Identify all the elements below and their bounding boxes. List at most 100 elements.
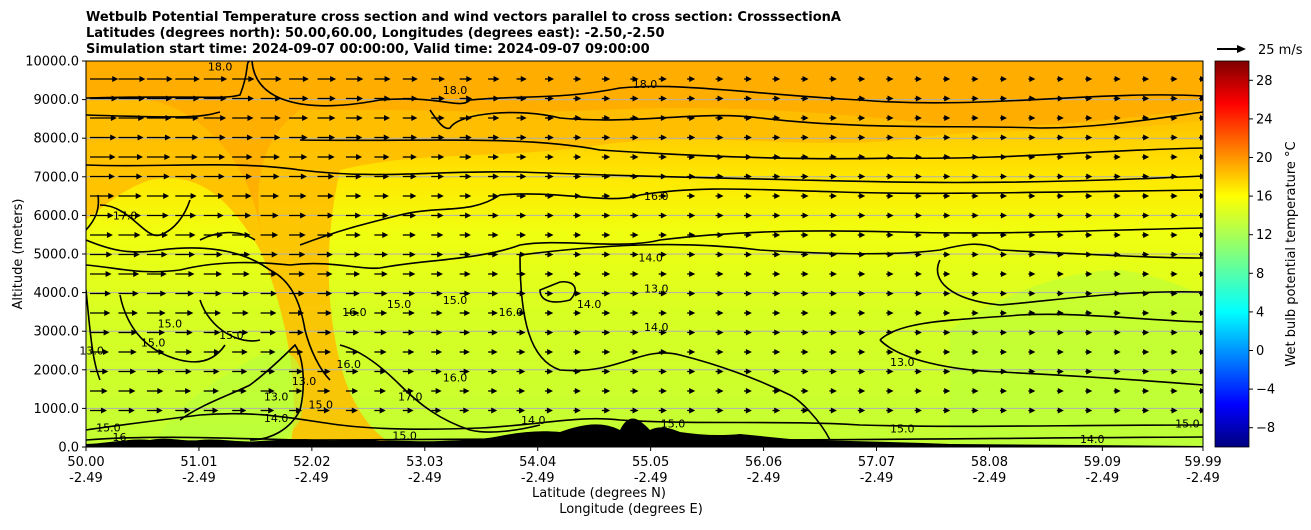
- wind-vector: [203, 134, 226, 141]
- wind-vector: [800, 310, 809, 316]
- wind-vector: [829, 271, 837, 277]
- wind-vector: [345, 251, 361, 258]
- wind-vector: [289, 368, 303, 375]
- wind-vector: [886, 115, 894, 121]
- contour-label: 13.0: [292, 375, 317, 388]
- wind-vector: [90, 95, 118, 102]
- wind-vector: [488, 134, 500, 141]
- wind-vector: [544, 154, 554, 160]
- contour-label: 15.0: [96, 422, 121, 435]
- x-tick-label-lat: 56.06: [745, 455, 782, 470]
- wind-vector: [943, 95, 951, 102]
- wind-vector: [1085, 329, 1093, 336]
- contour-label: 14.0: [521, 414, 546, 427]
- wind-vector: [658, 290, 667, 297]
- wind-vector: [914, 290, 922, 297]
- wind-vector: [1028, 388, 1036, 394]
- contour-16-center: [339, 344, 541, 433]
- wind-vector: [1199, 329, 1203, 336]
- wind-vector: [772, 368, 781, 375]
- wind-vector: [1170, 76, 1178, 82]
- wind-vector: [203, 212, 224, 219]
- wind-vector: [715, 95, 724, 102]
- wind-vector: [203, 193, 225, 199]
- wind-vector: [516, 407, 526, 414]
- wind-vector: [1056, 154, 1064, 160]
- wind-vector: [829, 173, 837, 180]
- wind-vector: [1170, 154, 1178, 160]
- wind-vector: [1170, 271, 1178, 277]
- wind-vector: [516, 271, 526, 277]
- wind-vector: [1142, 95, 1150, 102]
- wind-vector: [658, 251, 667, 258]
- wind-vector: [715, 76, 724, 82]
- quiver-key: 25 m/s: [1217, 43, 1303, 58]
- wind-vector: [175, 232, 196, 238]
- wind-vector: [1142, 212, 1150, 219]
- contour-label: 13.0: [890, 356, 915, 369]
- wind-vector: [1170, 388, 1178, 394]
- wind-vector: [232, 193, 252, 199]
- wind-vector: [914, 154, 922, 160]
- wind-vector: [601, 271, 611, 277]
- wind-vector: [544, 115, 554, 121]
- wind-vector: [772, 310, 781, 316]
- wind-vector: [573, 154, 582, 160]
- wind-vector: [971, 95, 979, 102]
- wind-vector: [829, 407, 837, 414]
- wind-vector: [999, 388, 1007, 394]
- wind-vector: [289, 290, 305, 297]
- wind-vector: [1170, 232, 1178, 238]
- wind-vector: [402, 290, 416, 297]
- wind-vector: [345, 134, 363, 141]
- wind-vector: [289, 329, 304, 336]
- wind-vector: [203, 407, 219, 414]
- wind-vector: [544, 388, 554, 394]
- wind-vector: [431, 329, 443, 336]
- wind-vector: [744, 290, 752, 297]
- contour-lines: [86, 61, 1203, 441]
- wind-vector: [90, 76, 119, 82]
- wind-vector: [203, 290, 222, 297]
- wind-vector: [914, 173, 922, 180]
- x-tick-label-lat: 59.09: [1084, 455, 1121, 470]
- wind-vector: [289, 349, 304, 355]
- contour-14-inner: [539, 259, 1203, 306]
- wind-vector: [488, 407, 498, 414]
- wind-vector: [1028, 407, 1036, 414]
- wind-vector: [914, 193, 922, 199]
- wind-vector: [573, 212, 582, 219]
- x-tick-label-lat: 50.00: [67, 455, 104, 470]
- wind-vector: [146, 154, 171, 160]
- colorbar-tick-label: 8: [1256, 267, 1264, 282]
- wind-vector: [90, 407, 107, 414]
- wind-vector: [772, 251, 781, 258]
- wind-vector: [544, 407, 553, 414]
- wind-vector: [90, 154, 116, 160]
- x-tick-label-lon: -2.49: [634, 471, 668, 486]
- wind-vector: [772, 232, 781, 238]
- wind-vector: [943, 407, 951, 414]
- wind-vector: [1085, 115, 1093, 121]
- wind-vector: [459, 154, 472, 160]
- wind-vector: [317, 388, 331, 394]
- wind-vector: [260, 407, 275, 414]
- colorbar-tick-label: 12: [1256, 228, 1273, 243]
- wind-vector: [573, 407, 581, 414]
- wind-vector: [90, 368, 109, 375]
- wind-vector: [203, 271, 223, 277]
- wind-vector: [658, 329, 667, 336]
- colorbar-label: Wet bulb potential temperature °C: [1284, 141, 1299, 366]
- wind-vector: [715, 271, 724, 277]
- wind-vector: [971, 349, 979, 355]
- wind-vector: [999, 310, 1007, 316]
- contour-13-right: [879, 313, 1203, 386]
- wind-vector: [857, 251, 866, 258]
- wind-vector: [402, 310, 415, 316]
- y-tick-label: 1000.0: [34, 402, 80, 417]
- wind-vector: [999, 329, 1007, 336]
- wind-vector: [971, 271, 979, 277]
- wind-vector: [1113, 271, 1121, 277]
- wind-vector: [203, 251, 223, 258]
